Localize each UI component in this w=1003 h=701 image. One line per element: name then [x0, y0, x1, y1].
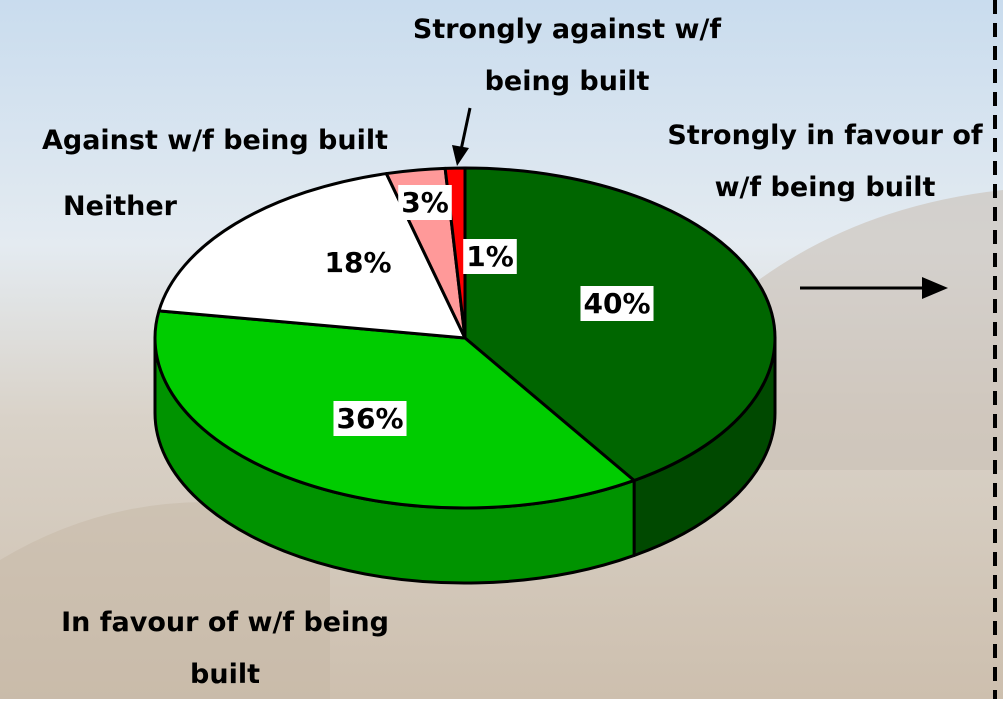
- category-label: Strongly against w/f being built: [402, 4, 732, 108]
- category-label: Neither: [40, 181, 200, 233]
- page: {"chart_data": {"type": "pie", "categori…: [0, 0, 1003, 699]
- value-label: 18%: [324, 246, 391, 279]
- category-label: Strongly in favour of w/f being built: [650, 110, 1000, 214]
- category-label: Against w/f being built: [0, 115, 450, 167]
- category-label: In favour of w/f being built: [55, 597, 395, 701]
- value-label: 40%: [583, 287, 650, 320]
- pie: 40% 36% 18% 3% 1%: [155, 168, 775, 583]
- value-label: 3%: [401, 186, 449, 219]
- value-label: 1%: [466, 240, 514, 273]
- value-label: 36%: [336, 402, 403, 435]
